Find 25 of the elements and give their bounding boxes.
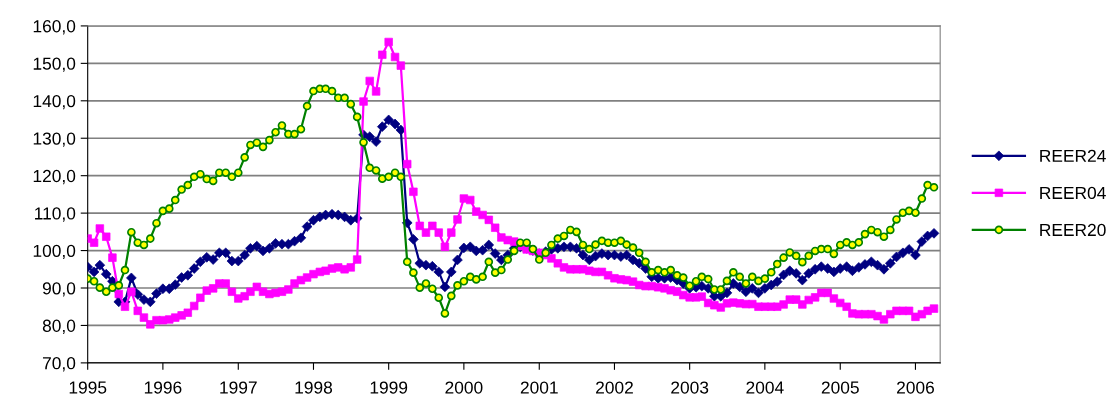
y-tick-label: 150,0 xyxy=(33,57,76,72)
x-tick-label: 2006 xyxy=(897,381,934,394)
legend-label: REER04 xyxy=(1040,186,1106,200)
x-tick-label: 1997 xyxy=(220,381,257,394)
y-tick-label: 140,0 xyxy=(33,94,76,110)
x-tick-label: 2001 xyxy=(520,381,558,394)
x-tick-label: 1995 xyxy=(69,381,107,394)
y-tick-label: 100,0 xyxy=(33,244,76,260)
x-tick-label: 2002 xyxy=(596,381,633,394)
y-tick-label: 120,0 xyxy=(33,169,76,185)
y-tick-label: 80,0 xyxy=(42,319,76,334)
y-tick-label: 160,0 xyxy=(33,20,76,35)
legend-label: REER24 xyxy=(1040,149,1106,162)
x-tick-label: 2004 xyxy=(746,381,784,394)
x-tick-label: 1998 xyxy=(295,381,333,394)
x-tick-label: 1999 xyxy=(370,381,408,394)
legend-label: REER20 xyxy=(1040,223,1106,237)
y-tick-label: 130,0 xyxy=(33,132,76,147)
x-tick-label: 2005 xyxy=(821,381,859,394)
y-tick-label: 110,0 xyxy=(35,207,76,222)
x-tick-label: 1996 xyxy=(144,381,182,394)
x-tick-label: 2000 xyxy=(445,381,483,394)
y-tick-label: 70,0 xyxy=(42,357,76,372)
y-tick-label: 90,0 xyxy=(42,282,76,297)
x-tick-label: 2003 xyxy=(671,381,709,394)
